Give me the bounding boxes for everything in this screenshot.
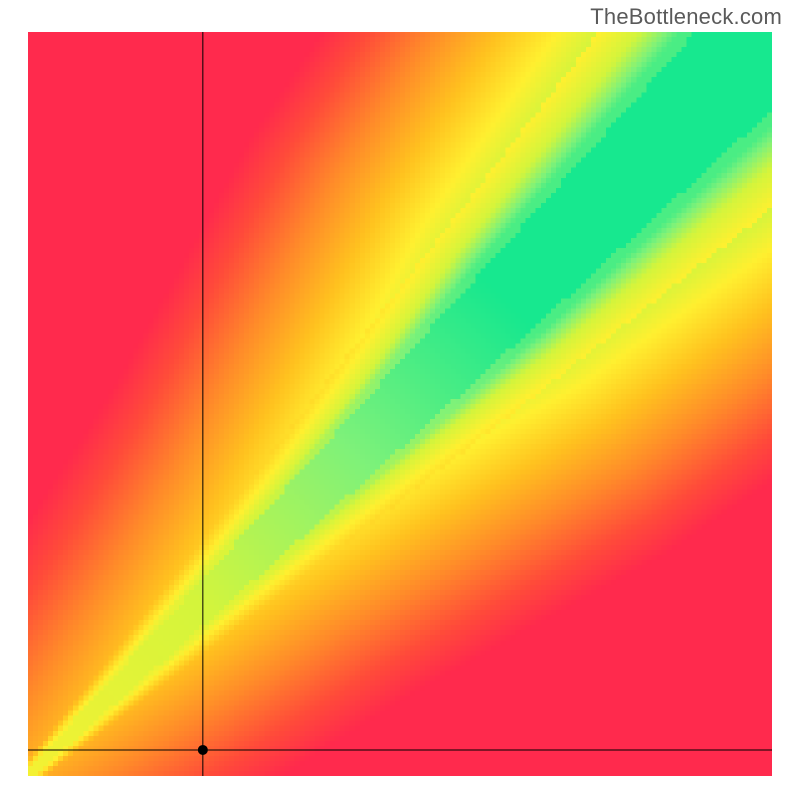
watermark-text: TheBottleneck.com — [590, 4, 782, 30]
chart-container: { "watermark": { "text": "TheBottleneck.… — [0, 0, 800, 800]
heatmap-canvas — [28, 32, 772, 776]
bottleneck-heatmap — [28, 32, 772, 776]
